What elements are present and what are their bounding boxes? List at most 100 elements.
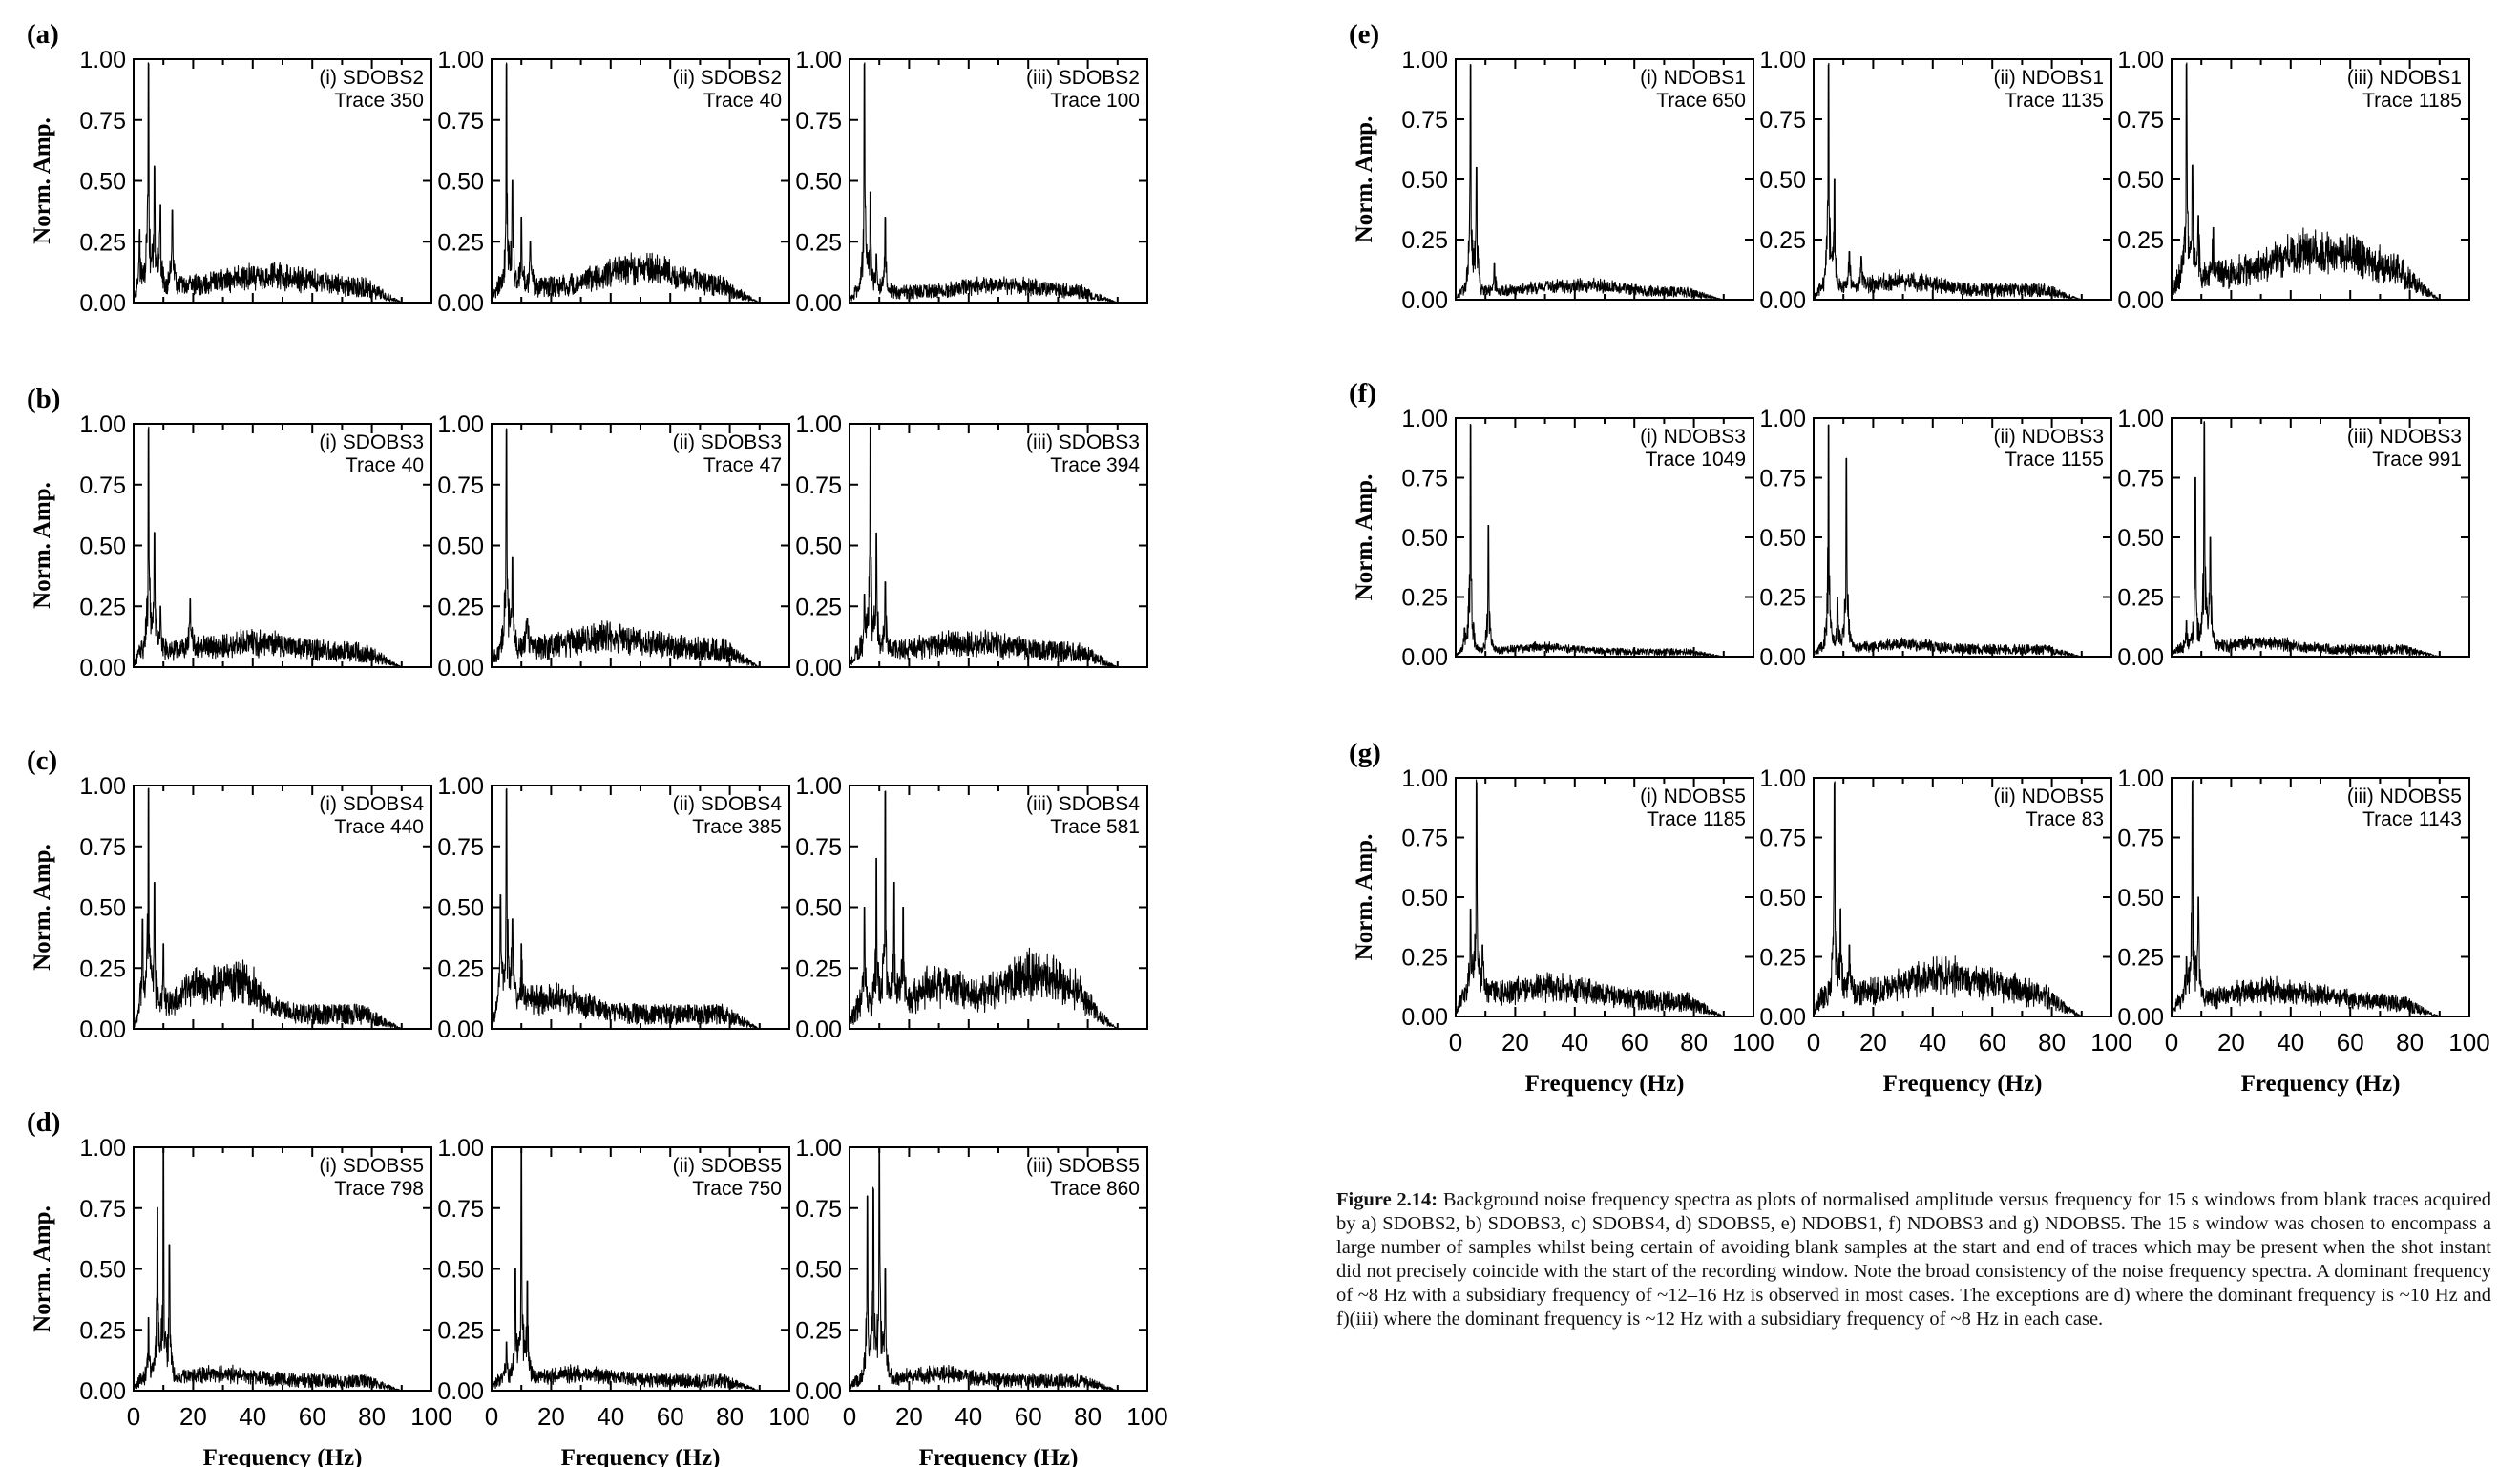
y-tick-label: 0.25 xyxy=(1759,227,1806,254)
panel-trace-label: Trace 1155 xyxy=(2005,449,2104,471)
panel-trace-label: Trace 1185 xyxy=(1647,808,1746,830)
panel-station-label: (ii) SDOBS5 xyxy=(673,1155,782,1177)
y-axis-label: Norm. Amp. xyxy=(1352,116,1377,243)
panel-station-label: (i) NDOBS5 xyxy=(1640,786,1746,807)
y-axis-label: Norm. Amp. xyxy=(1352,834,1377,961)
figure-caption: Figure 2.14: Background noise frequency … xyxy=(1336,1188,2491,1331)
x-tick-label: 100 xyxy=(2090,1028,2132,1057)
panel-station-label: (iii) NDOBS3 xyxy=(2347,426,2462,448)
spectrum-line xyxy=(849,1146,1119,1392)
panel-group-label: (f) xyxy=(1349,378,1376,409)
x-tick-label: 0 xyxy=(2165,1028,2178,1057)
x-tick-label: 80 xyxy=(1680,1028,1708,1057)
y-tick-label: 0.50 xyxy=(437,534,484,560)
y-tick-label: 0.25 xyxy=(437,1317,484,1344)
y-tick-label: 0.25 xyxy=(795,1317,842,1344)
y-tick-label: 0.00 xyxy=(437,1378,484,1405)
y-tick-label: 0.75 xyxy=(1759,826,1806,852)
x-tick-label: 40 xyxy=(239,1402,266,1431)
panel-trace-label: Trace 650 xyxy=(1656,90,1746,112)
spectrum-line xyxy=(2171,62,2441,301)
spectrum-line xyxy=(133,787,403,1030)
panel-trace-label: Trace 385 xyxy=(692,816,782,838)
y-tick-label: 0.75 xyxy=(79,472,126,499)
spectrum-line xyxy=(491,1148,761,1392)
panel-trace-label: Trace 440 xyxy=(334,816,424,838)
y-tick-label: 0.50 xyxy=(795,895,842,922)
panel-station-label: (ii) SDOBS2 xyxy=(673,67,782,89)
y-tick-label: 0.25 xyxy=(2117,945,2164,972)
spectrum-line xyxy=(1455,779,1725,1017)
x-tick-label: 60 xyxy=(299,1402,326,1431)
panel-station-label: (i) SDOBS3 xyxy=(319,431,424,453)
y-tick-label: 1.00 xyxy=(1759,406,1806,432)
panel-group-label: (c) xyxy=(27,745,57,776)
spectrum-line xyxy=(491,62,761,304)
x-tick-label: 0 xyxy=(485,1402,498,1431)
panel-station-label: (ii) SDOBS3 xyxy=(673,431,782,453)
y-tick-label: 0.75 xyxy=(1759,466,1806,492)
panel-station-label: (iii) SDOBS2 xyxy=(1026,67,1140,89)
x-tick-label: 60 xyxy=(657,1402,684,1431)
panel-station-label: (iii) NDOBS5 xyxy=(2347,786,2462,807)
y-tick-label: 0.00 xyxy=(795,1378,842,1405)
y-axis-label: Norm. Amp. xyxy=(30,1205,55,1332)
panel-group-label: (d) xyxy=(27,1107,60,1138)
y-tick-label: 1.00 xyxy=(1401,765,1448,792)
y-tick-label: 0.50 xyxy=(795,534,842,560)
panel-station-label: (ii) NDOBS1 xyxy=(1993,67,2104,89)
x-tick-label: 40 xyxy=(955,1402,982,1431)
panel-group-label: (b) xyxy=(27,384,60,414)
x-tick-label: 80 xyxy=(716,1402,744,1431)
panel-station-label: (i) SDOBS4 xyxy=(319,793,424,815)
y-tick-label: 0.00 xyxy=(1759,287,1806,314)
x-tick-label: 100 xyxy=(1732,1028,1774,1057)
y-tick-label: 1.00 xyxy=(1401,47,1448,73)
x-tick-label: 80 xyxy=(2038,1028,2066,1057)
x-tick-label: 100 xyxy=(768,1402,809,1431)
panel-station-label: (iii) SDOBS5 xyxy=(1026,1155,1140,1177)
panel-station-label: (iii) SDOBS4 xyxy=(1026,793,1140,815)
y-tick-label: 0.50 xyxy=(1759,525,1806,552)
x-tick-label: 100 xyxy=(2448,1028,2489,1057)
y-tick-label: 0.25 xyxy=(2117,227,2164,254)
x-axis-label: Frequency (Hz) xyxy=(919,1445,1079,1467)
y-tick-label: 1.00 xyxy=(795,411,842,438)
y-tick-label: 0.25 xyxy=(1759,585,1806,612)
y-tick-label: 0.25 xyxy=(79,1317,126,1344)
x-tick-label: 0 xyxy=(1807,1028,1820,1057)
panel-trace-label: Trace 100 xyxy=(1050,90,1140,112)
y-tick-label: 0.25 xyxy=(79,955,126,982)
y-tick-label: 1.00 xyxy=(1759,765,1806,792)
y-tick-label: 0.50 xyxy=(437,1257,484,1284)
y-tick-label: 0.50 xyxy=(795,1257,842,1284)
y-tick-label: 0.25 xyxy=(1401,945,1448,972)
spectrum-line xyxy=(1813,62,2083,301)
x-tick-label: 60 xyxy=(1015,1402,1042,1431)
y-tick-label: 0.25 xyxy=(795,229,842,256)
x-axis-label: Frequency (Hz) xyxy=(203,1445,363,1467)
y-tick-label: 0.50 xyxy=(2117,885,2164,912)
x-tick-label: 0 xyxy=(127,1402,140,1431)
y-tick-label: 0.50 xyxy=(2117,525,2164,552)
x-tick-label: 20 xyxy=(1859,1028,1887,1057)
y-tick-label: 1.00 xyxy=(437,1135,484,1162)
panel-trace-label: Trace 394 xyxy=(1050,454,1140,476)
y-tick-label: 0.50 xyxy=(1759,885,1806,912)
y-tick-label: 0.25 xyxy=(79,229,126,256)
panel-trace-label: Trace 40 xyxy=(346,454,424,476)
y-tick-label: 0.75 xyxy=(79,834,126,861)
spectrum-line xyxy=(133,1146,403,1392)
spectrum-line xyxy=(849,62,1119,304)
spectrum-line xyxy=(1455,64,1725,301)
y-tick-label: 0.50 xyxy=(79,169,126,196)
y-tick-label: 0.25 xyxy=(1401,227,1448,254)
y-tick-label: 0.75 xyxy=(795,1196,842,1223)
panel-trace-label: Trace 860 xyxy=(1050,1178,1140,1200)
y-tick-label: 0.75 xyxy=(437,834,484,861)
panel-station-label: (iii) SDOBS3 xyxy=(1026,431,1140,453)
x-tick-label: 0 xyxy=(843,1402,856,1431)
x-tick-label: 80 xyxy=(1074,1402,1102,1431)
y-tick-label: 0.75 xyxy=(795,108,842,135)
